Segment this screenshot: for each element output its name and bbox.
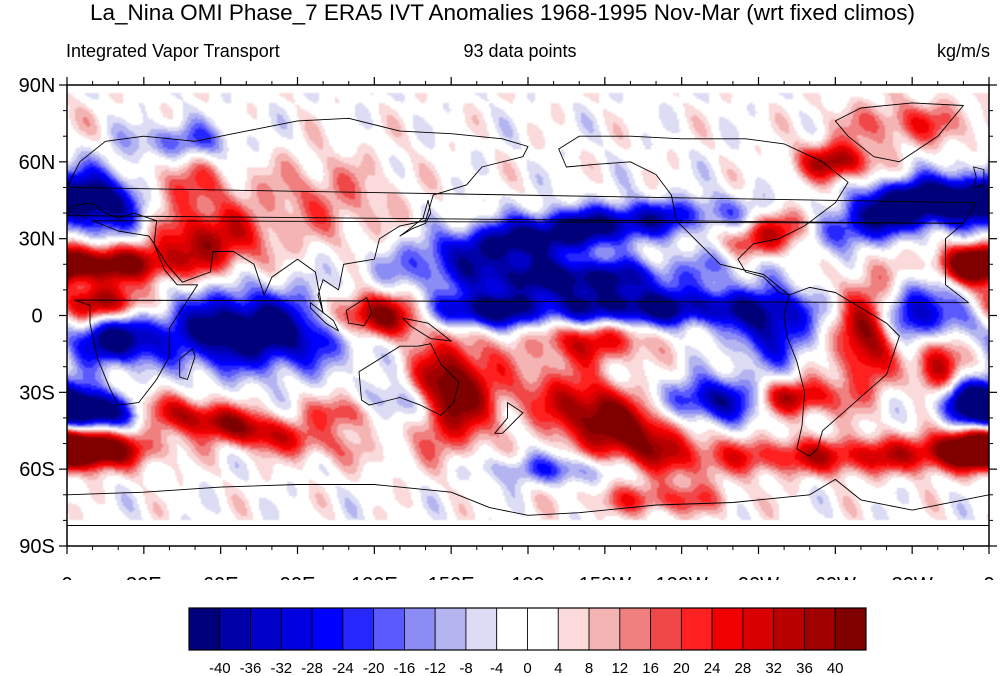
colorbar-label: -4 xyxy=(490,660,503,676)
colorbar-box xyxy=(619,607,651,651)
colorbar-label: 0 xyxy=(523,660,531,676)
madagascar-coastline xyxy=(179,348,196,380)
lat-label: 30S xyxy=(19,382,55,404)
lon-label: 180 xyxy=(511,574,544,580)
colorbar-label: -20 xyxy=(363,660,385,676)
borneo-coastline xyxy=(345,297,373,327)
colorbar-label: 40 xyxy=(827,660,844,676)
lon-label: 150E xyxy=(428,574,475,580)
lat-label: 60S xyxy=(19,459,55,481)
colorbar-label: 24 xyxy=(704,660,721,676)
ivt-anomaly-map: 90N 60N 30N 0 30S 60S 90S 0 30E 60E 90E 120E 150E 18… xyxy=(19,75,997,580)
colorbar-label: 4 xyxy=(554,660,562,676)
colorbar-box xyxy=(188,607,221,651)
colorbar-label: 36 xyxy=(796,660,813,676)
colorbar-box xyxy=(434,607,467,651)
antarctica-coastline xyxy=(67,478,989,526)
colorbar-labels: -40 -36 -32 -28 -24 -20 -16 -12 -8 -4 0 4 8 12 16 20 24 2… xyxy=(209,660,844,676)
colorbar-box xyxy=(250,607,282,651)
colorbar-box xyxy=(280,607,313,651)
colorbar-label: -32 xyxy=(270,660,292,676)
colorbar-box xyxy=(311,607,344,651)
colorbar-label: 28 xyxy=(735,660,752,676)
anomaly-field-raster xyxy=(67,85,989,546)
colorbar-label: -36 xyxy=(240,660,262,676)
africa-coastline xyxy=(74,220,969,406)
coastlines xyxy=(67,102,989,526)
colorbar-label: -16 xyxy=(394,660,416,676)
colorbar-box xyxy=(219,607,251,651)
colorbar-box xyxy=(557,607,590,651)
colorbar-outline xyxy=(188,607,867,651)
lat-label: 90N xyxy=(19,75,56,97)
lat-label: 90S xyxy=(19,536,55,558)
colorbar-box xyxy=(650,607,682,651)
colorbar-label: -8 xyxy=(459,660,472,676)
greenland-coastline xyxy=(834,102,964,163)
colorbar-box xyxy=(742,607,775,651)
colorbar-label: 20 xyxy=(673,660,690,676)
japan-coastline xyxy=(399,199,432,237)
colorbar-box xyxy=(496,607,528,651)
lon-label: 60W xyxy=(815,574,856,580)
lon-label: 0 xyxy=(983,574,994,580)
colorbar-box xyxy=(527,607,559,651)
colorbar-box xyxy=(773,607,805,651)
lon-label: 120E xyxy=(351,574,398,580)
colorbar-box xyxy=(711,607,744,651)
lon-label: 90W xyxy=(738,574,779,580)
colorbar-box xyxy=(342,607,375,651)
anomaly-field xyxy=(67,85,989,546)
south-america-coastline xyxy=(783,286,900,457)
colorbar-box xyxy=(404,607,436,651)
colorbar-label: -40 xyxy=(209,660,231,676)
longitude-axis: 0 30E 60E 90E 120E 150E 180 150W 120W 90W 60W 30W 0 xyxy=(61,77,995,580)
colorbar-label: 8 xyxy=(585,660,593,676)
lon-label: 60E xyxy=(203,574,239,580)
colorbar-box xyxy=(465,607,498,651)
colorbar-label: 32 xyxy=(765,660,782,676)
uk-coastline xyxy=(973,166,985,188)
north-america-coastline xyxy=(558,135,849,296)
latitude-axis: 90N 60N 30N 0 30S 60S 90S xyxy=(19,75,997,558)
colorbar-box xyxy=(804,607,836,651)
sumatra-coastline xyxy=(309,302,339,332)
plot-title: La_Nina OMI Phase_7 ERA5 IVT Anomalies 1… xyxy=(90,0,915,25)
lat-label: 0 xyxy=(31,306,42,328)
colorbar-label: 16 xyxy=(642,660,659,676)
lon-label: 150W xyxy=(579,574,631,580)
units-label: kg/m/s xyxy=(936,41,990,61)
lat-label: 60N xyxy=(19,152,56,174)
eurasia-coastline xyxy=(67,117,977,314)
colorbar-box xyxy=(373,607,405,651)
colorbar-label: -24 xyxy=(332,660,354,676)
colorbar-label: -28 xyxy=(301,660,323,676)
new-guinea-coastline xyxy=(402,317,452,342)
colorbar-box xyxy=(588,607,621,651)
lon-label: 30E xyxy=(126,574,162,580)
lon-label: 30W xyxy=(892,574,933,580)
colorbar-boxes xyxy=(188,607,867,651)
colorbar-label: 12 xyxy=(611,660,628,676)
australia-coastline xyxy=(358,343,460,416)
lon-label: 0 xyxy=(61,574,72,580)
colorbar-box xyxy=(680,607,713,651)
lon-label: 120W xyxy=(656,574,708,580)
new-zealand-coastline xyxy=(494,402,524,434)
colorbar-box xyxy=(834,607,867,651)
lat-label: 30N xyxy=(19,229,56,251)
variable-name: Integrated Vapor Transport xyxy=(66,41,280,61)
sample-count: 93 data points xyxy=(463,41,577,61)
lon-label: 90E xyxy=(280,574,316,580)
colorbar-label: -12 xyxy=(424,660,446,676)
